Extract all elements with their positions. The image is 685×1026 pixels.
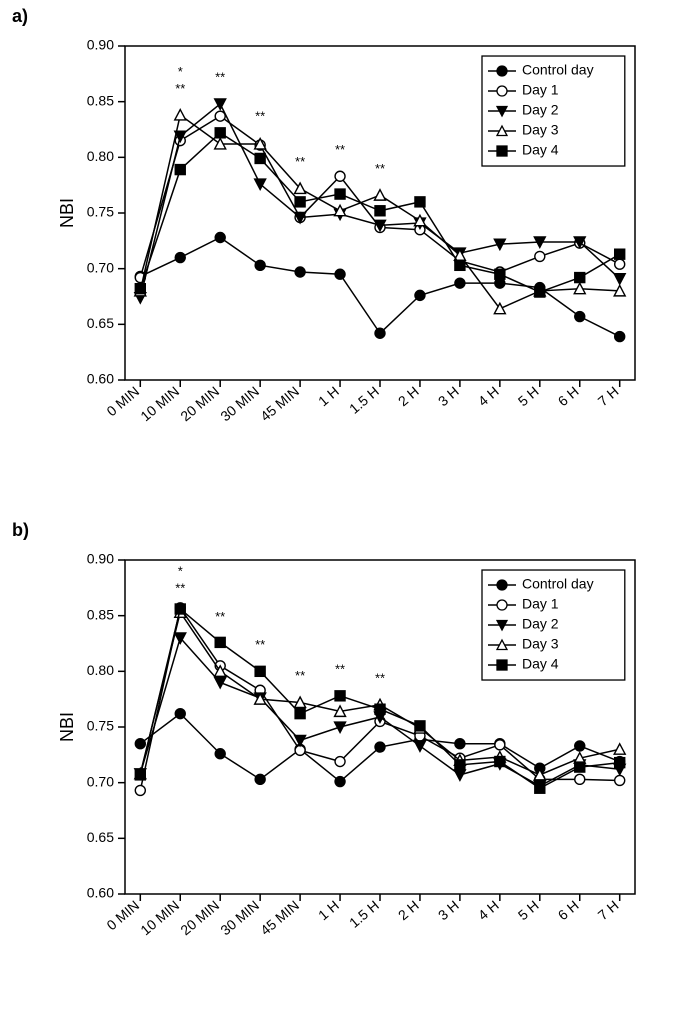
svg-text:0 MIN: 0 MIN [103, 897, 142, 933]
svg-text:1.5 H: 1.5 H [346, 383, 382, 417]
svg-text:2 H: 2 H [395, 897, 422, 923]
svg-text:6 H: 6 H [555, 897, 582, 923]
svg-text:0 MIN: 0 MIN [103, 383, 142, 419]
svg-text:Day 1: Day 1 [522, 82, 559, 98]
svg-text:0.70: 0.70 [87, 259, 114, 275]
svg-text:45 MIN: 45 MIN [257, 897, 302, 938]
svg-text:0.75: 0.75 [87, 204, 114, 220]
svg-text:0.80: 0.80 [87, 662, 114, 678]
svg-text:**: ** [335, 142, 345, 157]
svg-text:**: ** [175, 580, 185, 595]
svg-text:**: ** [295, 668, 305, 683]
svg-text:0.90: 0.90 [87, 37, 114, 53]
svg-text:NBI: NBI [57, 198, 77, 228]
svg-text:20 MIN: 20 MIN [177, 897, 222, 938]
svg-text:7 H: 7 H [595, 897, 622, 923]
svg-text:0.80: 0.80 [87, 148, 114, 164]
svg-text:30 MIN: 30 MIN [217, 383, 262, 424]
svg-text:2 H: 2 H [395, 383, 422, 409]
svg-text:**: ** [335, 662, 345, 677]
svg-text:5 H: 5 H [515, 383, 542, 409]
svg-text:0.85: 0.85 [87, 92, 114, 108]
svg-text:0.70: 0.70 [87, 773, 114, 789]
svg-text:0.65: 0.65 [87, 315, 114, 331]
svg-text:Control day: Control day [522, 62, 594, 78]
svg-text:**: ** [175, 81, 185, 96]
svg-text:10 MIN: 10 MIN [137, 897, 182, 938]
svg-text:45 MIN: 45 MIN [257, 383, 302, 424]
svg-text:**: ** [375, 670, 385, 685]
svg-text:0.65: 0.65 [87, 829, 114, 845]
svg-text:**: ** [255, 109, 265, 124]
svg-text:Day 3: Day 3 [522, 636, 559, 652]
svg-text:20 MIN: 20 MIN [177, 383, 222, 424]
svg-text:10 MIN: 10 MIN [137, 383, 182, 424]
panel-a-label: a) [12, 6, 28, 27]
svg-text:0.60: 0.60 [87, 885, 114, 901]
svg-text:4 H: 4 H [475, 383, 502, 409]
page: a) 0.600.650.700.750.800.850.900 MIN10 M… [0, 0, 685, 1026]
svg-text:6 H: 6 H [555, 383, 582, 409]
svg-text:NBI: NBI [57, 712, 77, 742]
svg-text:1 H: 1 H [315, 383, 342, 409]
svg-text:**: ** [295, 154, 305, 169]
svg-text:4 H: 4 H [475, 897, 502, 923]
svg-text:**: ** [215, 70, 225, 85]
svg-text:5 H: 5 H [515, 897, 542, 923]
svg-text:Day 1: Day 1 [522, 596, 559, 612]
svg-text:*: * [178, 64, 183, 79]
svg-text:*: * [178, 564, 183, 579]
svg-text:7 H: 7 H [595, 383, 622, 409]
svg-text:30 MIN: 30 MIN [217, 897, 262, 938]
svg-text:**: ** [255, 637, 265, 652]
svg-text:1 H: 1 H [315, 897, 342, 923]
svg-text:1.5 H: 1.5 H [346, 897, 382, 931]
svg-text:3 H: 3 H [435, 383, 462, 409]
svg-text:0.90: 0.90 [87, 551, 114, 567]
svg-text:0.85: 0.85 [87, 606, 114, 622]
svg-text:**: ** [375, 161, 385, 176]
svg-text:Day 3: Day 3 [522, 122, 559, 138]
panel-b-label: b) [12, 520, 29, 541]
svg-text:Day 4: Day 4 [522, 656, 559, 672]
svg-text:Day 2: Day 2 [522, 616, 559, 632]
svg-text:Day 2: Day 2 [522, 102, 559, 118]
svg-text:3 H: 3 H [435, 897, 462, 923]
svg-text:**: ** [215, 609, 225, 624]
svg-text:0.60: 0.60 [87, 371, 114, 387]
chart-b: 0.600.650.700.750.800.850.900 MIN10 MIN2… [55, 542, 655, 982]
svg-text:0.75: 0.75 [87, 718, 114, 734]
svg-text:Control day: Control day [522, 576, 594, 592]
svg-text:Day 4: Day 4 [522, 142, 559, 158]
chart-a: 0.600.650.700.750.800.850.900 MIN10 MIN2… [55, 28, 655, 468]
